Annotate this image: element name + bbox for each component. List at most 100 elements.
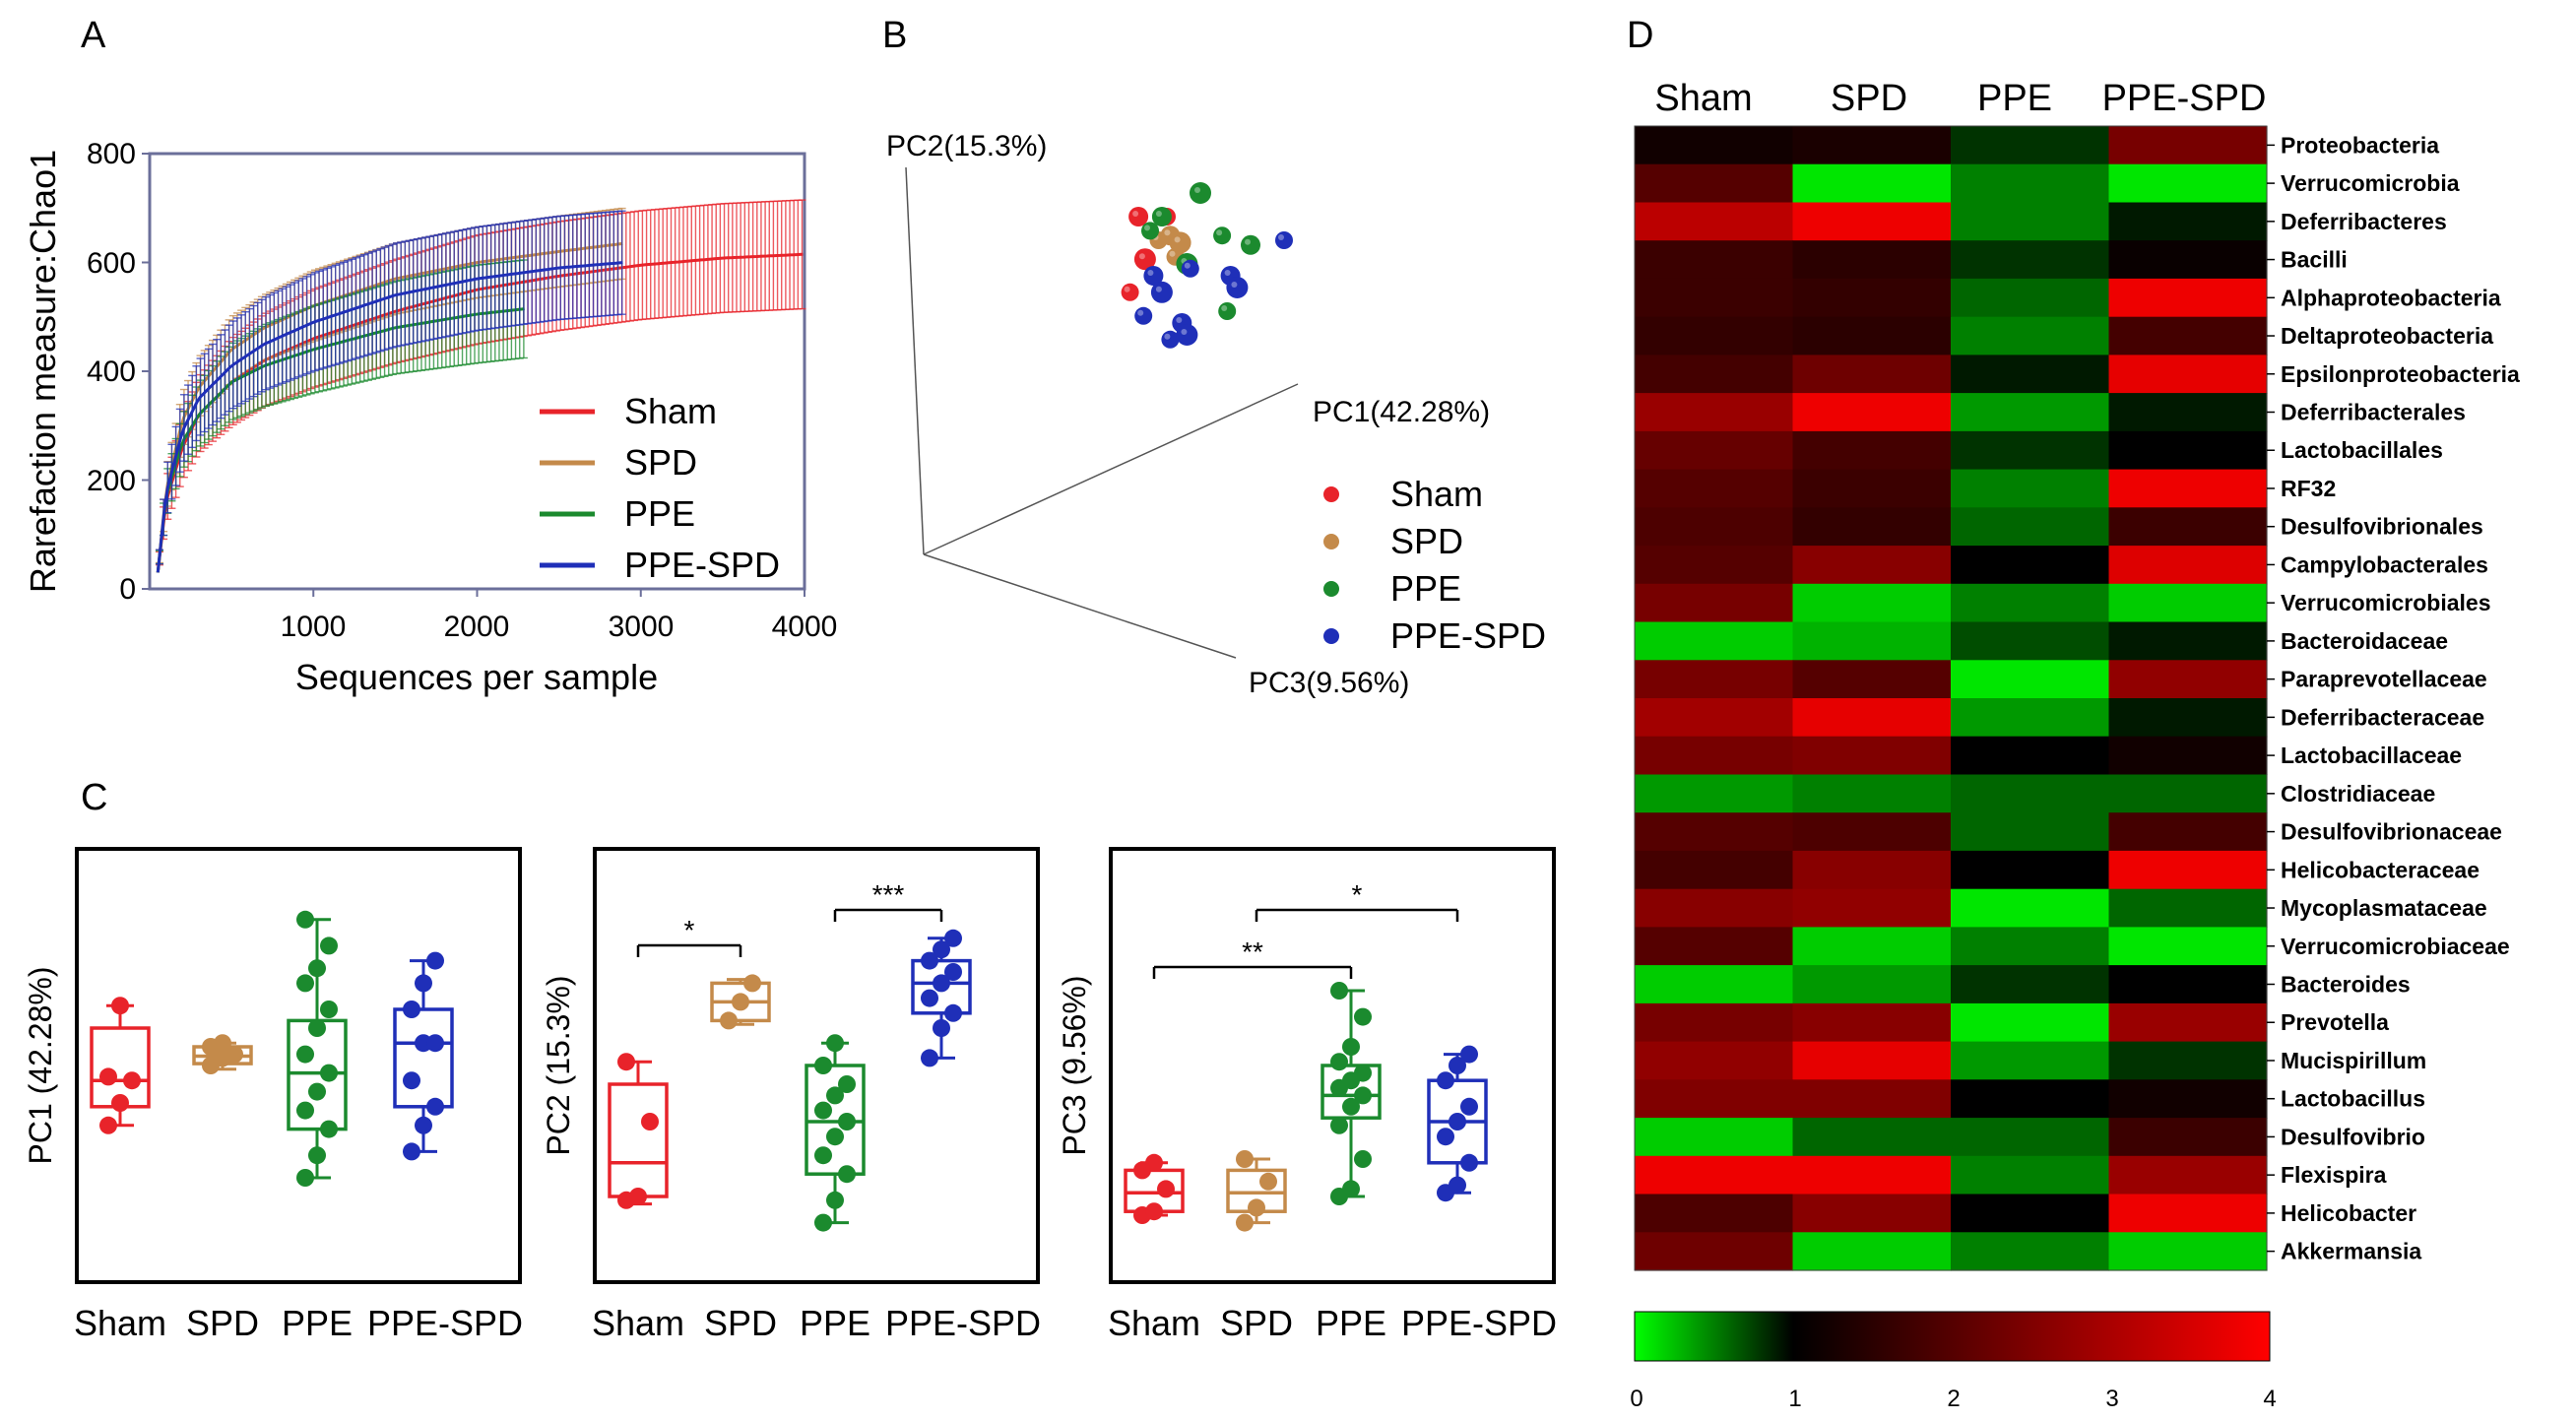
data-point-ppe [1342,1180,1360,1198]
heatmap-row-label-verrucomicrobia: Verrucomicrobia [2281,170,2460,196]
heatmap-cell-desulfovibrio-sham [1635,1118,1794,1157]
pcoa-point-highlight-ppe-spd [1224,270,1231,276]
data-point-ppe [814,1057,832,1074]
c1-x-tick-sham: Sham [74,1303,166,1343]
panel-label-c: C [81,777,107,818]
data-point-ppe [308,1082,326,1101]
heatmap-cell-verrucomicrobiaceae-ppe-spd [2108,927,2268,966]
heatmap-row-label-deltaproteobacteria: Deltaproteobacteria [2281,323,2493,349]
data-point-ppe [320,1001,338,1018]
pcoa-label-pc3: PC3(9.56%) [1249,667,1409,699]
pcoa-point-highlight-spd [1174,236,1181,243]
data-point-ppe [1354,1064,1372,1082]
data-point-ppe [838,1075,856,1093]
heatmap-row-label-prevotella: Prevotella [2281,1009,2389,1035]
heatmap-cell-verrucomicrobia-sham [1635,163,1794,203]
heatmap-cell-rf32-ppe-spd [2108,469,2268,508]
c3-y-axis-label: PC3 (9.56%) [1057,975,1092,1155]
data-point-ppe [1330,1116,1348,1134]
c2-plot-frame [593,847,1040,1284]
heatmap-cell-bacilli-sham [1635,240,1794,280]
data-point-ppe [320,1120,338,1138]
box-ppe-spd [393,1007,454,1109]
heatmap-cell-desulfovibrionales-ppe [1951,507,2110,547]
heatmap-row-label-desulfovibrionales: Desulfovibrionales [2281,514,2483,540]
panel-a-rarefaction-chart: 0 200 400 600 800 1000 2000 3000 4000 Se… [23,138,837,697]
heatmap-cell-mucispirillum-ppe-spd [2108,1041,2268,1080]
data-point-ppe-spd [1437,1071,1454,1090]
pcoa-point-ppe-spd [1181,259,1199,278]
data-point-sham [1157,1180,1175,1198]
data-point-ppe [1330,1053,1348,1071]
heatmap-row-label-alphaproteobacteria: Alphaproteobacteria [2281,285,2501,310]
data-point-ppe-spd [1460,1153,1478,1172]
significance-label: *** [872,879,905,910]
pcoa-point-ppe [1151,207,1172,226]
data-point-ppe [308,1019,326,1037]
heatmap-row-label-paraprevotellaceae: Paraprevotellaceae [2281,667,2487,692]
data-point-ppe-spd [1449,1176,1466,1195]
heatmap-colorbar [1634,1311,2271,1362]
data-point-spd [225,1045,243,1064]
heatmap-cell-lactobacillaceae-ppe [1951,736,2110,775]
pcoa-point-highlight-ppe-spd [1231,282,1238,288]
heatmap-cell-bacteroides-spd [1792,965,1952,1004]
heatmap-row-label-rf32: RF32 [2281,476,2336,501]
heatmap-cell-proteobacteria-spd [1792,126,1952,165]
heatmap-cell-bacteroides-ppe [1951,965,2110,1004]
data-point-ppe-spd [426,1097,444,1116]
data-point-sham [1145,1202,1163,1221]
pcoa-point-ppe-spd [1143,266,1164,286]
heatmap-row-label-epsilonproteobacteria: Epsilonproteobacteria [2281,361,2520,387]
heatmap-cell-alphaproteobacteria-spd [1792,278,1952,318]
data-point-ppe [296,910,314,929]
heatmap-cell-akkermansia-ppe-spd [2108,1232,2268,1271]
data-point-sham [629,1188,647,1205]
data-point-spd [1236,1213,1254,1232]
c1-x-tick-spd: SPD [186,1303,259,1343]
heatmap-cell-proteobacteria-ppe [1951,126,2110,165]
panel-a-y-tick-600: 600 [87,247,136,280]
heatmap-cell-akkermansia-ppe [1951,1232,2110,1271]
heatmap-cell-bacteroidaceae-sham [1635,621,1794,661]
heatmap-cell-verrucomicrobia-ppe-spd [2108,163,2268,203]
heatmap-cell-prevotella-spd [1792,1002,1952,1043]
heatmap-cell-lactobacillaceae-spd [1792,736,1952,775]
heatmap-cell-desulfovibrionaceae-spd [1792,812,1952,852]
heatmap-cell-desulfovibrionales-sham [1635,507,1794,547]
heatmap-cell-campylobacterales-sham [1635,546,1794,585]
panel-a-x-tick-1000: 1000 [281,611,347,643]
data-point-ppe-spd [1449,1057,1466,1074]
data-point-ppe-spd [944,1003,962,1022]
data-point-sham [99,1116,117,1134]
data-point-ppe [1354,1086,1372,1105]
heatmap-cell-desulfovibrionaceae-ppe-spd [2108,812,2268,852]
panel-a-legend: Sham SPD PPE PPE-SPD [540,391,780,585]
pcoa-point-highlight-ppe [1245,238,1251,245]
series-line-ppe-spd [156,261,623,573]
significance-label: ** [1242,937,1263,967]
panel-a-x-tick-2000: 2000 [444,611,510,643]
heatmap-row-label-proteobacteria: Proteobacteria [2281,132,2439,158]
heatmap-cell-rf32-spd [1792,469,1952,508]
heatmap-cell-helicobacteraceae-spd [1792,850,1952,890]
c3-x-tick-ppe: PPE [1316,1303,1386,1343]
heatmap-cell-prevotella-ppe-spd [2108,1002,2268,1043]
data-point-spd [720,1011,738,1030]
heatmap-cell-mucispirillum-spd [1792,1041,1952,1080]
data-point-ppe [814,1101,832,1120]
heatmap-cell-helicobacter-spd [1792,1194,1952,1233]
pcoa-point-highlight-ppe [1144,225,1150,231]
heatmap-cell-deferribacteraceae-ppe [1951,698,2110,738]
heatmap-cell-clostridiaceae-ppe [1951,774,2110,813]
panel-a-y-tick-800: 800 [87,138,136,170]
data-point-spd [1259,1172,1277,1191]
heatmap-cell-verrucomicrobiaceae-ppe [1951,927,2110,966]
heatmap-cell-desulfovibrio-ppe-spd [2108,1118,2268,1157]
pcoa-label-pc2: PC2(15.3%) [886,130,1047,162]
pcoa-point-highlight-ppe [1155,211,1162,217]
heatmap-cell-deltaproteobacteria-ppe-spd [2108,316,2268,355]
data-point-ppe [296,1045,314,1064]
heatmap-cell-verrucomicrobia-spd [1792,163,1952,203]
heatmap-cell-desulfovibrionales-spd [1792,507,1952,547]
